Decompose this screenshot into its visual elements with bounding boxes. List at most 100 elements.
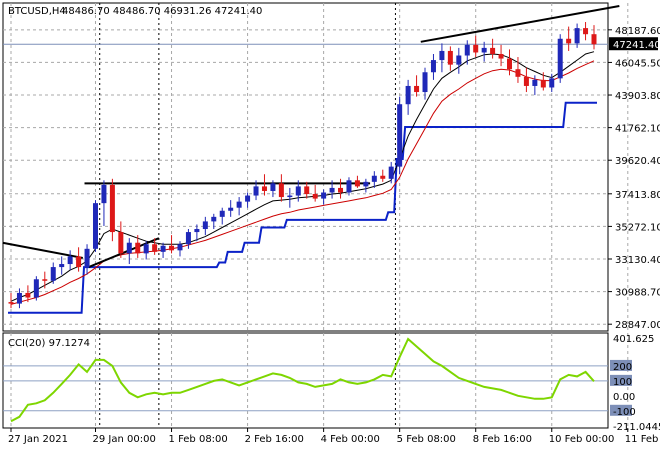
candle-body — [160, 245, 166, 252]
candle-body — [278, 183, 284, 198]
candle-body — [481, 47, 487, 53]
candle-body — [574, 28, 580, 44]
cci-line — [10, 337, 595, 423]
time-tick-label: 5 Feb 08:00 — [397, 434, 456, 445]
candle-body — [414, 85, 420, 93]
candle-body — [329, 187, 335, 193]
cci-level-badge — [610, 374, 632, 386]
candle-body — [371, 175, 377, 182]
current-price-badge — [609, 37, 658, 51]
candle-body — [295, 186, 301, 196]
candle-body — [532, 79, 538, 86]
candle-body — [397, 104, 403, 167]
candle-body — [50, 267, 56, 281]
candle-body — [346, 180, 352, 193]
candle-body — [312, 194, 318, 199]
cci-tick-label: 200 — [613, 362, 632, 373]
price-tick-label: 48187.60 — [615, 26, 660, 37]
candle-body — [219, 210, 225, 217]
price-tick-label: 46045.50 — [615, 58, 660, 69]
candle-body — [152, 244, 158, 252]
time-tick-label: 2 Feb 16:00 — [245, 434, 304, 445]
time-tick-label: 27 Jan 2021 — [8, 434, 68, 445]
candle-body — [59, 264, 65, 268]
candle-body — [25, 292, 31, 298]
trendline — [420, 5, 620, 43]
candle-body — [270, 183, 276, 191]
candle-body — [92, 203, 98, 249]
candle-body — [490, 47, 496, 54]
price-tick-label: 30988.70 — [615, 288, 660, 299]
candle-body — [498, 53, 504, 59]
candle-body — [143, 244, 149, 254]
channel-line — [8, 101, 597, 314]
candle-body — [473, 44, 479, 53]
candle-body — [405, 85, 411, 105]
candle-body — [194, 229, 200, 233]
candle-body — [261, 186, 267, 191]
candle-body — [354, 180, 360, 187]
candle-body — [33, 279, 39, 298]
candle-body — [304, 186, 310, 195]
cci-level-badge — [610, 359, 632, 371]
candle-body — [169, 245, 175, 251]
candle-body — [566, 38, 572, 44]
price-tick-label: 43903.80 — [615, 91, 660, 102]
time-tick-label: 10 Feb 00:00 — [549, 434, 615, 445]
time-tick-label: 1 Feb 08:00 — [169, 434, 228, 445]
fast-moving-average-line — [10, 51, 595, 302]
time-tick-label: 11 Feb 08:00 — [625, 434, 660, 445]
current-price-label: 47241.40 — [613, 40, 660, 51]
candle-body — [447, 50, 453, 65]
candle-body — [507, 58, 513, 70]
candle-body — [430, 60, 436, 73]
candle-body — [388, 166, 394, 179]
candle-body — [464, 44, 470, 56]
candle-body — [363, 181, 369, 187]
candle-body — [101, 184, 107, 204]
candle-body — [185, 232, 191, 245]
candle-body — [135, 242, 141, 254]
time-tick-label: 4 Feb 00:00 — [321, 434, 380, 445]
candle-body — [321, 192, 327, 199]
candle-body — [439, 50, 445, 61]
candle-body — [523, 76, 529, 86]
price-tick-label: 28847.00 — [615, 320, 660, 331]
chart-header-ohlc: 48486.70 48486.70 46931.26 47241.40 — [62, 6, 262, 17]
price-tick-label: 35272.10 — [615, 222, 660, 233]
candle-body — [245, 195, 251, 202]
candle-body — [67, 256, 73, 265]
chart-header-symbol: BTCUSD,H4 — [8, 6, 66, 17]
trendline — [2, 241, 84, 259]
candle-body — [228, 207, 234, 211]
candle-body — [42, 279, 48, 281]
trendline — [88, 237, 160, 268]
candle-body — [540, 79, 546, 88]
candle-body — [287, 195, 293, 198]
candle-body — [126, 242, 132, 254]
candle-body — [109, 184, 115, 233]
candle-body — [16, 292, 22, 304]
candle-body — [177, 244, 183, 251]
candle-body — [8, 302, 14, 304]
cci-tick-label: 401.625 — [613, 334, 654, 345]
candle-body — [202, 221, 208, 230]
cci-label: CCI(20) 97.1274 — [8, 338, 90, 349]
price-pane-frame — [2, 2, 609, 332]
price-tick-label: 41762.10 — [615, 124, 660, 135]
candle-body — [211, 216, 217, 222]
candle-body — [380, 175, 386, 179]
candle-body — [118, 232, 124, 254]
cci-tick-label: -211.0445 — [613, 422, 660, 433]
candle-body — [84, 248, 90, 268]
price-tick-label: 39620.40 — [615, 156, 660, 167]
candle-body — [236, 201, 242, 208]
price-tick-label: 37413.80 — [615, 190, 660, 201]
candle-body — [76, 256, 82, 268]
cci-level-badge — [610, 404, 632, 416]
candle-body — [515, 69, 521, 77]
cci-tick-label: -100 — [613, 407, 636, 418]
candle-body — [557, 38, 563, 79]
